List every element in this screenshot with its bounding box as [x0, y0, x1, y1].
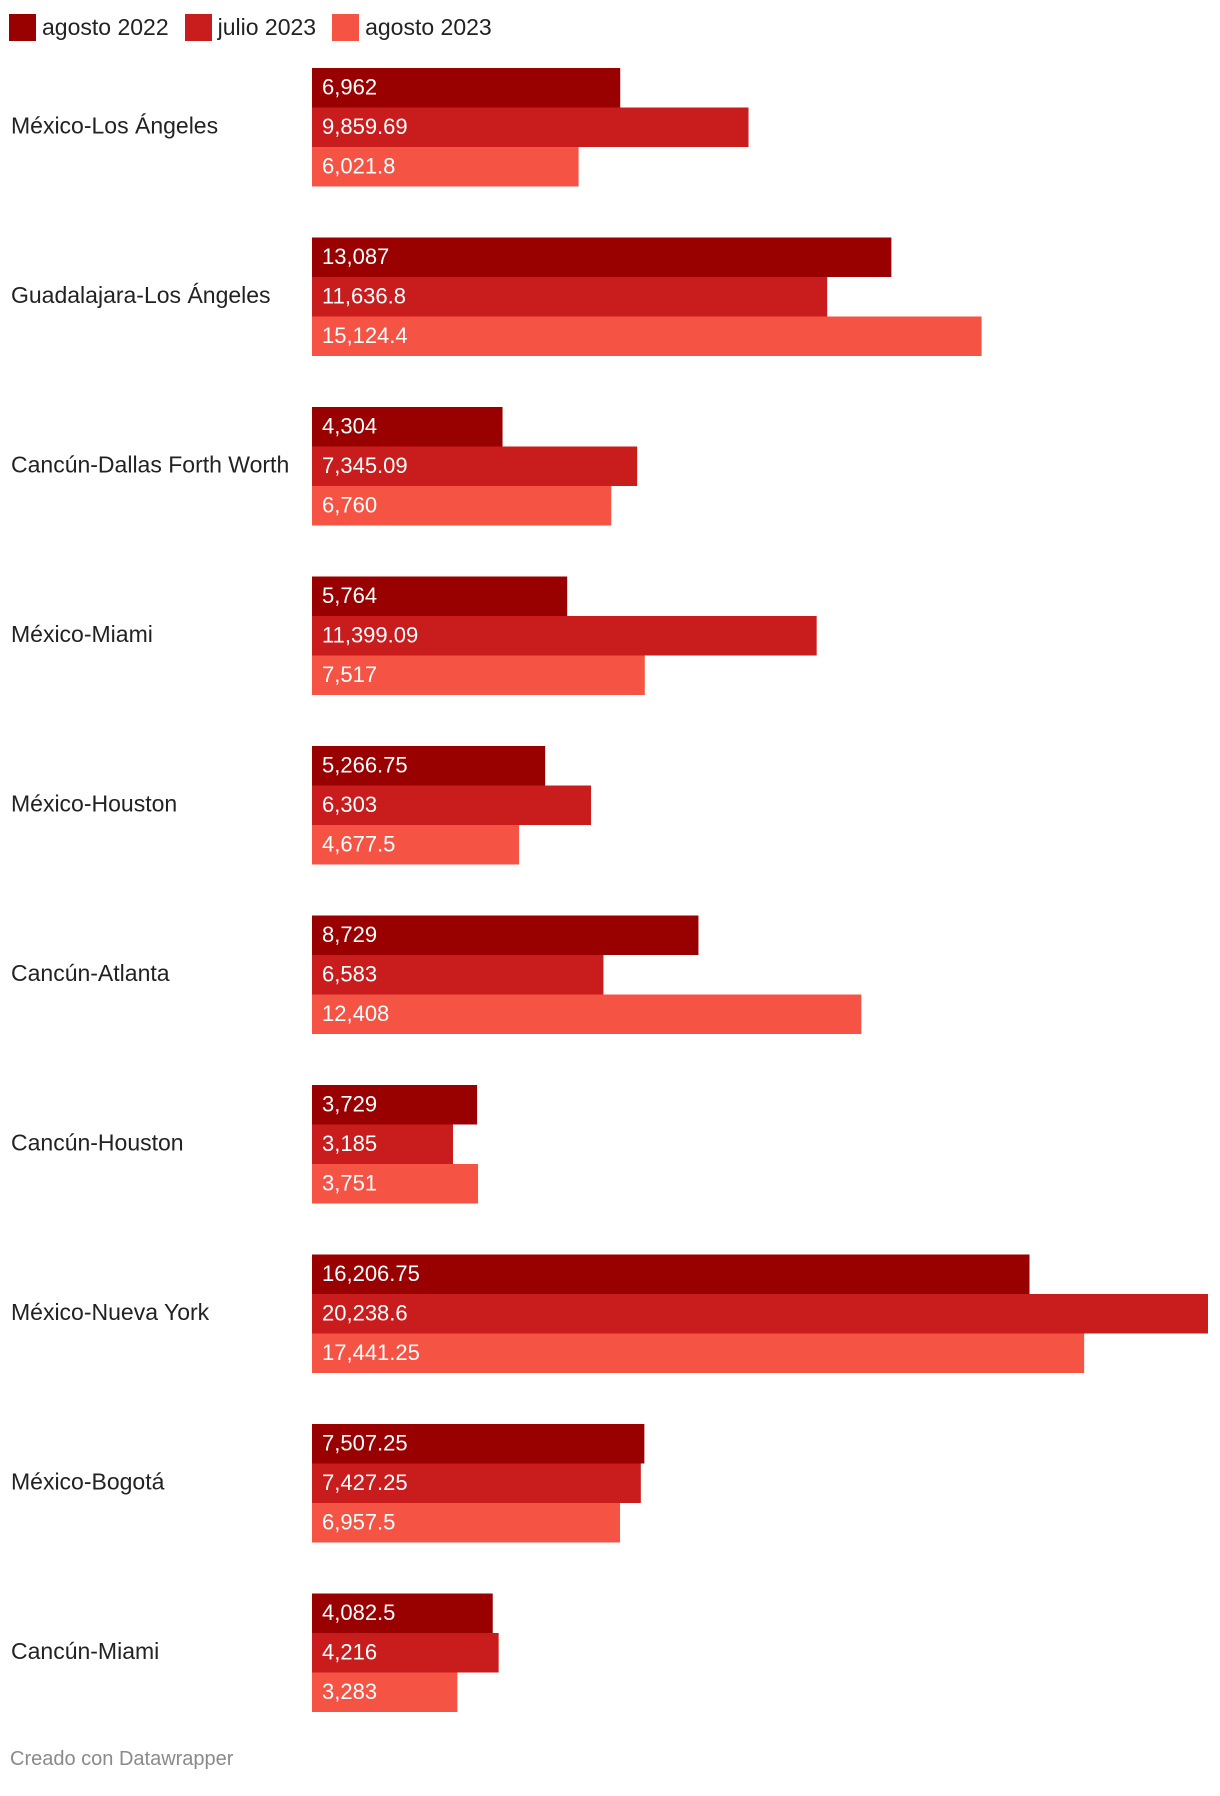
bar [312, 955, 604, 995]
bar [312, 1503, 621, 1543]
bar-value-label: 3,185 [322, 1131, 377, 1156]
category-label: Cancún-Atlanta [11, 960, 170, 986]
bar-value-label: 15,124.4 [322, 323, 408, 348]
bar-value-label: 11,636.8 [322, 284, 406, 309]
bar-value-label: 4,304 [322, 414, 377, 439]
legend-label-agosto-2023: agosto 2023 [365, 13, 492, 40]
bar [312, 1124, 454, 1164]
bar [312, 785, 592, 825]
bar-value-label: 16,206.75 [322, 1261, 420, 1286]
bar-value-label: 8,729 [322, 922, 377, 947]
bar-value-label: 5,266.75 [322, 753, 408, 778]
bar [312, 1085, 478, 1125]
bar [312, 1593, 493, 1633]
legend-label-julio-2023: julio 2023 [217, 13, 317, 40]
bar-value-label: 6,957.5 [322, 1510, 395, 1535]
bar-value-label: 7,345.09 [322, 453, 408, 478]
bar-value-label: 6,583 [322, 962, 377, 987]
bar [312, 1633, 499, 1673]
bar-value-label: 3,751 [322, 1171, 377, 1196]
bar-value-label: 5,764 [322, 583, 377, 608]
bar-value-label: 7,507.25 [322, 1431, 408, 1456]
bar [312, 1463, 641, 1503]
bar [312, 655, 645, 695]
category-label: Guadalajara-Los Ángeles [11, 282, 271, 308]
category-label: México-Nueva York [11, 1299, 210, 1325]
bar-value-label: 6,760 [322, 493, 377, 518]
bar [312, 68, 621, 108]
chart-legend: agosto 2022 julio 2023 agosto 2023 [9, 12, 492, 42]
bar-value-label: 7,517 [322, 662, 377, 687]
bar [312, 576, 568, 616]
category-label: Cancún-Houston [11, 1129, 184, 1155]
bar [312, 1333, 1085, 1373]
bar [312, 277, 828, 317]
bar [312, 1164, 479, 1204]
bar [312, 616, 817, 656]
bar [312, 107, 749, 147]
footer-credit: Creado con Datawrapper [10, 1748, 234, 1770]
bar-value-label: 6,021.8 [322, 154, 395, 179]
bar-value-label: 4,677.5 [322, 832, 395, 857]
bar [312, 915, 699, 955]
bar-value-label: 7,427.25 [322, 1470, 408, 1495]
legend-swatch-julio-2023 [184, 13, 212, 41]
bar [312, 147, 579, 187]
legend-swatch-agosto-2022 [9, 13, 36, 41]
category-label: México-Miami [11, 621, 153, 647]
bar-value-label: 17,441.25 [322, 1340, 420, 1365]
category-label: México-Houston [11, 790, 177, 816]
category-label: Cancún-Dallas Forth Worth [11, 451, 289, 477]
bar-value-label: 3,729 [322, 1092, 377, 1117]
legend-item-julio-2023: julio 2023 [184, 13, 317, 41]
bar-value-label: 9,859.69 [322, 114, 408, 139]
category-label: México-Bogotá [11, 1468, 165, 1494]
bar [312, 825, 520, 865]
bar-value-label: 20,238.6 [322, 1301, 408, 1326]
bar-value-label: 6,962 [322, 75, 377, 100]
bar-value-label: 4,082.5 [322, 1600, 395, 1625]
bar [312, 237, 892, 277]
bar [312, 1424, 645, 1464]
bar-value-label: 6,303 [322, 792, 377, 817]
bar-value-label: 12,408 [322, 1001, 389, 1026]
legend-swatch-agosto-2023 [332, 13, 360, 41]
bar [312, 994, 862, 1034]
bar [312, 746, 546, 786]
bar [312, 1672, 458, 1712]
legend-item-agosto-2022: agosto 2022 [9, 13, 169, 41]
bar [312, 1254, 1030, 1294]
legend-item-agosto-2023: agosto 2023 [332, 13, 492, 41]
bar [312, 316, 982, 356]
bar [312, 407, 503, 447]
bar-chart: México-Los Ángeles 6,962 9,859.69 6,021.8 Gu… [11, 68, 1208, 1712]
legend-label-agosto-2022: agosto 2022 [42, 13, 169, 40]
bar [312, 486, 612, 526]
bar [312, 446, 638, 486]
category-label: México-Los Ángeles [11, 112, 218, 138]
bar-value-label: 13,087 [322, 244, 389, 269]
bar-value-label: 11,399.09 [322, 623, 418, 648]
bar-value-label: 4,216 [322, 1640, 377, 1665]
bar-value-label: 3,283 [322, 1679, 377, 1704]
category-label: Cancún-Miami [11, 1638, 159, 1664]
bar [312, 1294, 1208, 1334]
